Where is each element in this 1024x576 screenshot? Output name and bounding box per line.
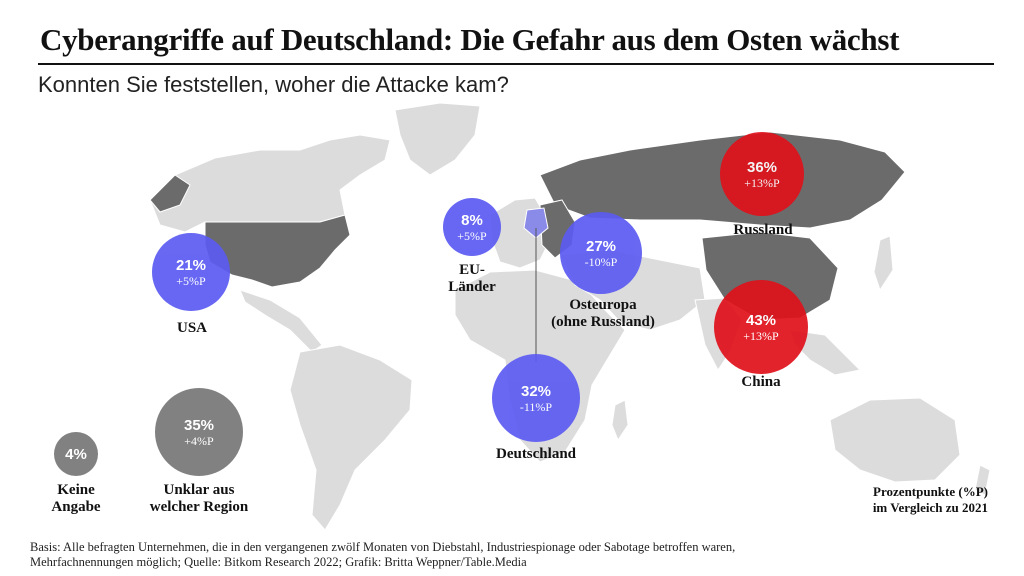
legend-note: Prozentpunkte (%P) im Vergleich zu 2021 [873, 484, 988, 516]
land-japan [873, 235, 894, 292]
land-australia [829, 397, 961, 483]
china-label: China [741, 374, 781, 390]
eu-percent: 8% [461, 211, 483, 229]
russland-change: +13%P [744, 175, 780, 190]
china-change: +13%P [743, 328, 779, 343]
unklar-label-line-1: Unklar aus [163, 482, 235, 498]
bubble-keine-angabe: 4% [54, 432, 98, 476]
deutschland-change: -11%P [519, 399, 553, 414]
land-greenland [394, 102, 481, 176]
keine-angabe-label: Keine Angabe [38, 482, 114, 516]
usa-percent: 21% [175, 256, 207, 274]
eu-label-line-2: Länder [448, 279, 496, 295]
osteuropa-percent: 27% [585, 237, 617, 255]
land-germany [523, 207, 549, 239]
legend-note-line-1: Prozentpunkte (%P) [873, 484, 988, 499]
land-alaska [149, 174, 191, 213]
land-new-zealand [974, 464, 991, 496]
bubble-russland: 36% +13%P [720, 132, 804, 216]
russland-percent: 36% [746, 158, 778, 176]
keine-percent: 4% [65, 445, 87, 463]
unklar-percent: 35% [183, 416, 215, 434]
legend-note-line-2: im Vergleich zu 2021 [872, 500, 988, 515]
eu-label-line-1: EU- [459, 262, 485, 278]
deutschland-percent: 32% [520, 382, 552, 400]
eu-change: +5%P [457, 228, 487, 243]
osteuropa-label: Osteuropa (ohne Russland) [530, 297, 676, 331]
bubble-eu: 8% +5%P [443, 198, 501, 256]
title-rule [38, 63, 994, 65]
usa-change: +5%P [176, 273, 206, 288]
bubble-china: 43% +13%P [714, 280, 808, 374]
bubble-usa: 21% +5%P [152, 233, 230, 311]
land-south-america [289, 344, 413, 531]
land-canada [149, 134, 391, 233]
eu-label: EU- Länder [440, 262, 504, 296]
unklar-label-line-2: welcher Region [149, 499, 249, 515]
china-percent: 43% [745, 311, 777, 329]
osteuropa-change: -10%P [584, 254, 618, 269]
keine-label-line-1: Keine [57, 482, 95, 498]
land-madagascar [611, 399, 629, 442]
bubble-unklar: 35% +4%P [155, 388, 243, 476]
footer-line-1: Basis: Alle befragten Unternehmen, die i… [30, 540, 736, 554]
unklar-change: +4%P [184, 433, 214, 448]
usa-label: USA [176, 320, 207, 336]
osteuropa-label-line-1: Osteuropa [569, 297, 637, 313]
page-subtitle: Konnten Sie feststellen, woher die Attac… [38, 72, 509, 97]
bubble-osteuropa: 27% -10%P [560, 212, 642, 294]
deutschland-label: Deutschland [495, 446, 577, 462]
bubble-deutschland: 32% -11%P [492, 354, 580, 442]
footer-source: Basis: Alle befragten Unternehmen, die i… [30, 540, 990, 570]
unklar-label: Unklar aus welcher Region [140, 482, 258, 516]
osteuropa-label-line-2: (ohne Russland) [551, 314, 655, 330]
land-central-america [239, 289, 323, 353]
russland-label: Russland [733, 222, 793, 238]
keine-label-line-2: Angabe [51, 499, 101, 515]
page-title: Cyberangriffe auf Deutschland: Die Gefah… [40, 22, 900, 57]
footer-line-2: Mehrfachnennungen möglich; Quelle: Bitko… [30, 555, 527, 569]
